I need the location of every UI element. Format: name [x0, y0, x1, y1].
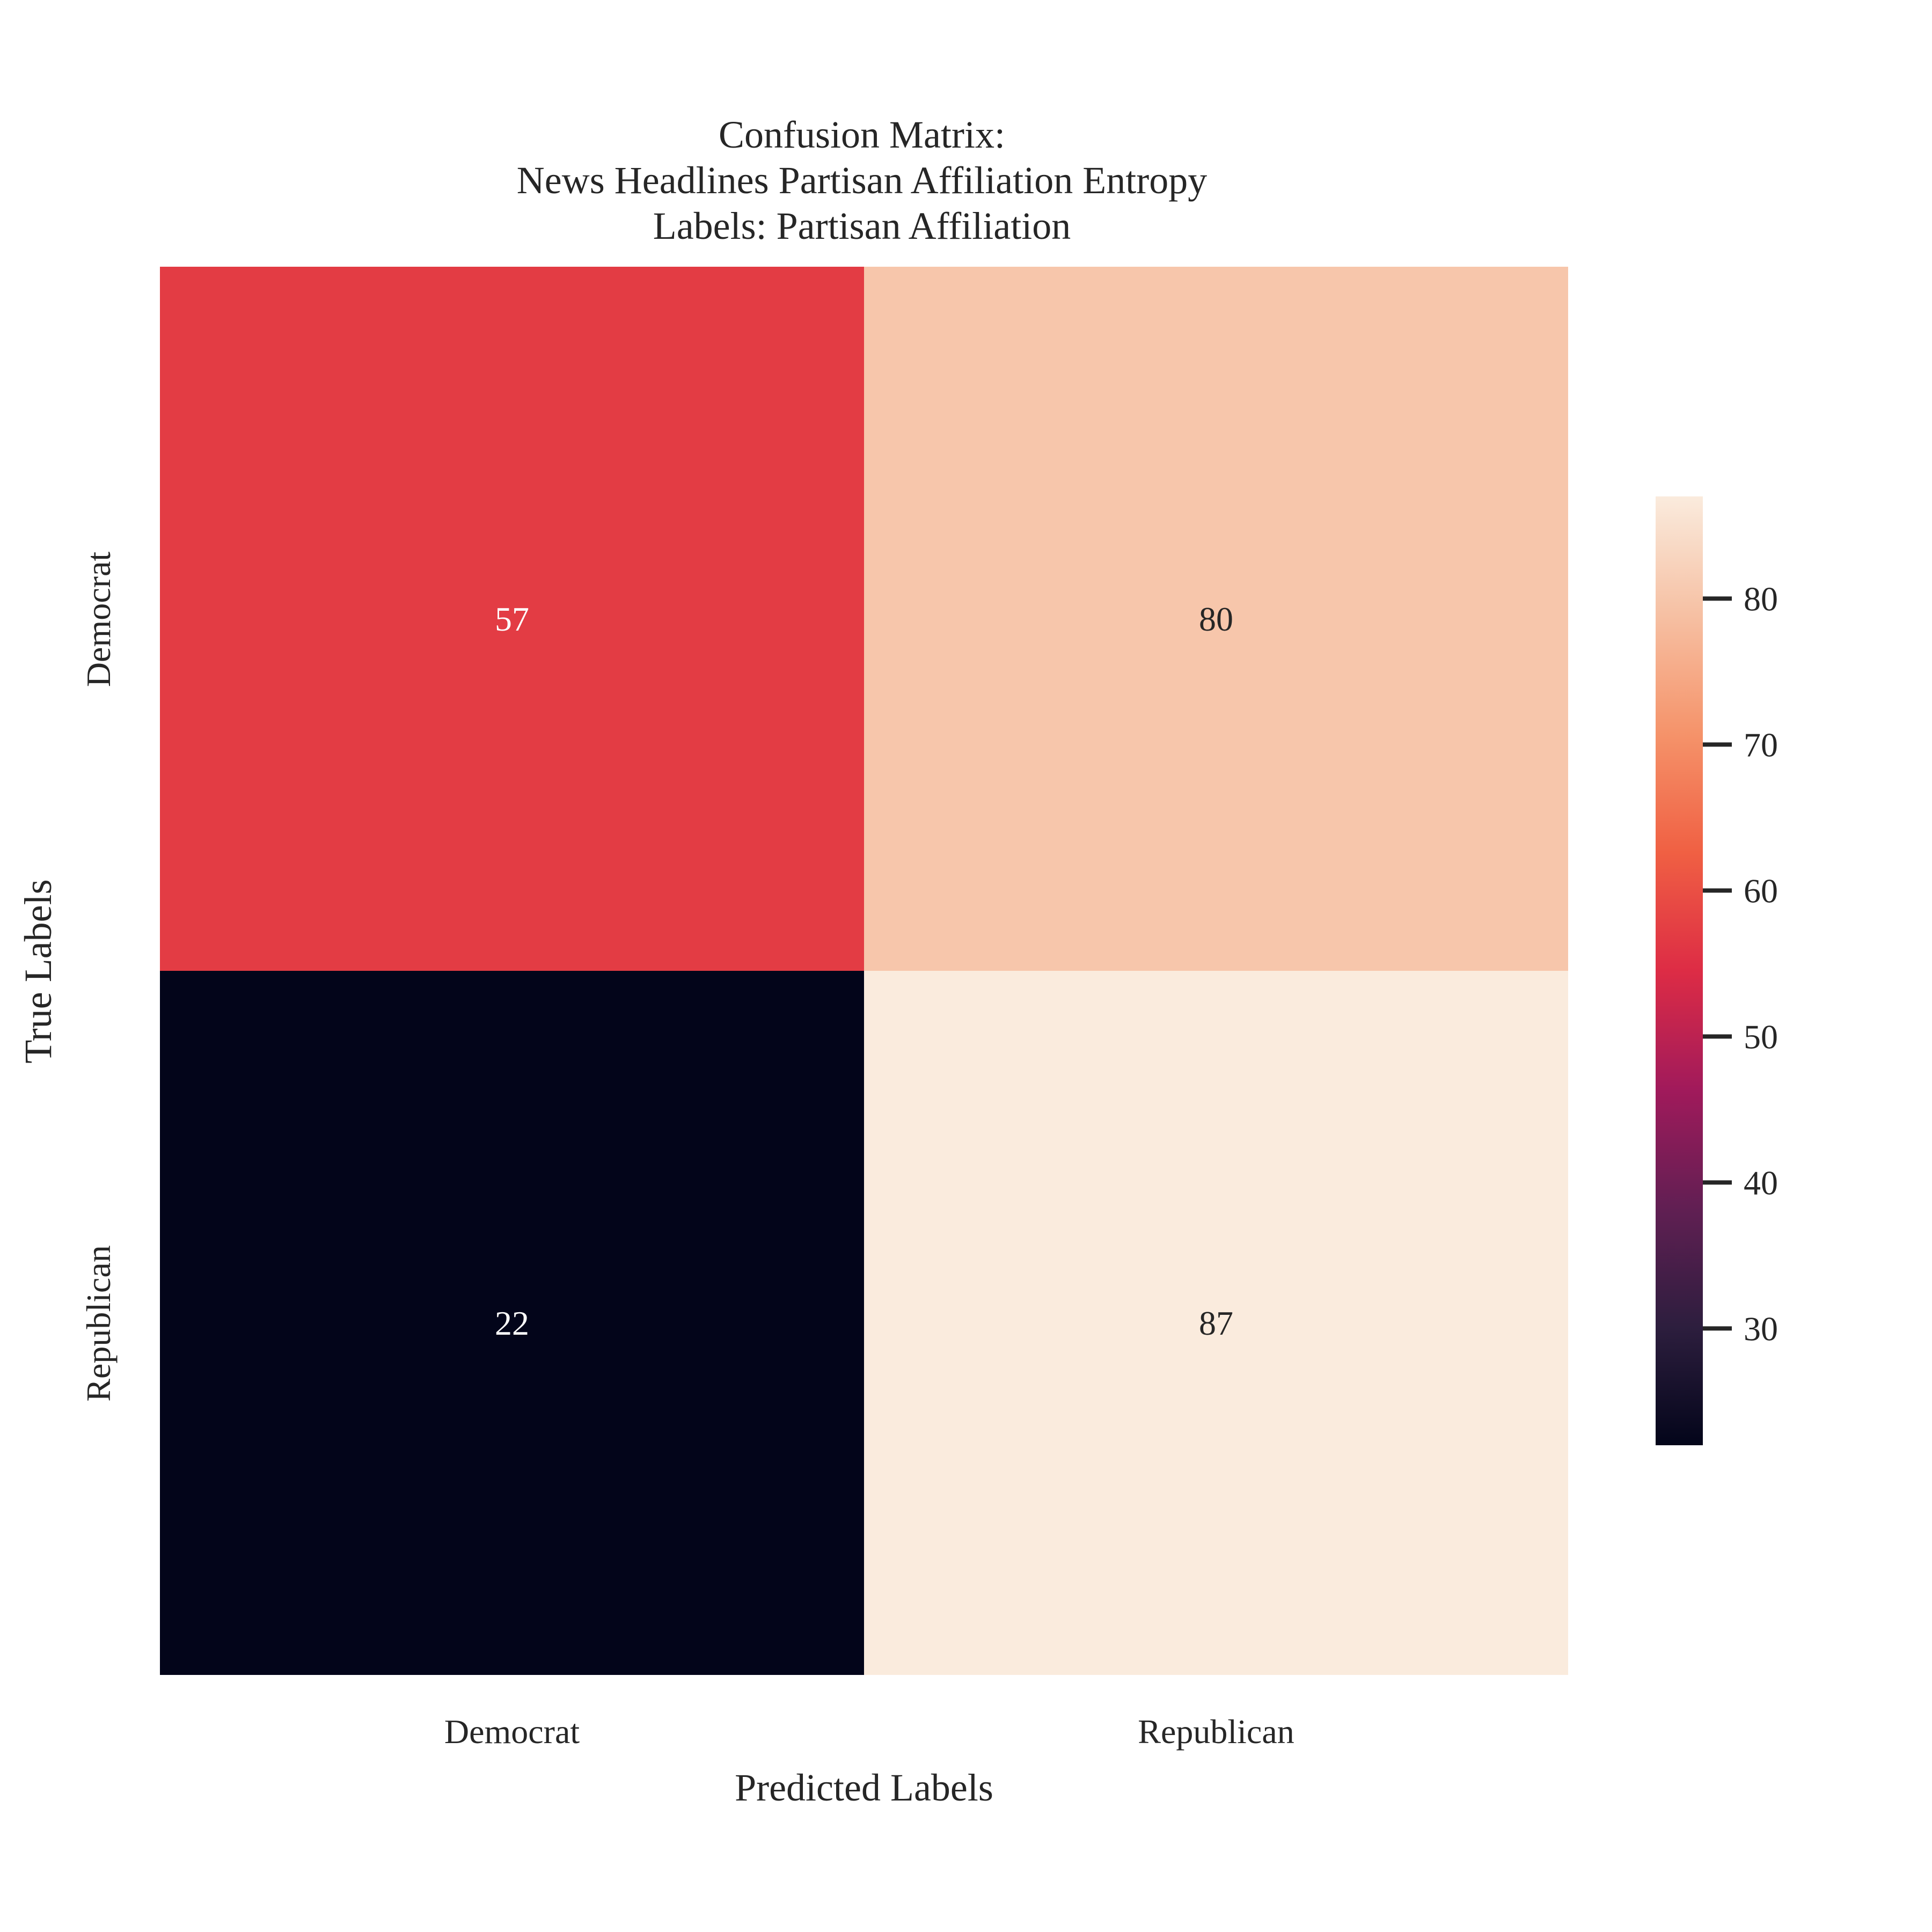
heatmap-cell-label-0-0: 57	[495, 600, 529, 638]
heatmap-cell-label-1-0: 22	[495, 1304, 529, 1342]
chart-title-line-2: News Headlines Partisan Affiliation Entr…	[517, 159, 1207, 202]
y-tick-label-democrat: Democrat	[79, 552, 118, 687]
colorbar-ticks: 30 40 50 60 70 80	[1703, 580, 1778, 1348]
x-tick-labels: Democrat Republican	[444, 1713, 1294, 1751]
colorbar-gradient-bar	[1656, 496, 1703, 1445]
y-axis-label: True Labels	[17, 879, 60, 1063]
heatmap-cell-1-0	[160, 971, 864, 1675]
colorbar-tick-label-50: 50	[1744, 1018, 1778, 1056]
y-tick-label-republican: Republican	[79, 1245, 118, 1401]
heatmap-cell-0-1	[864, 267, 1568, 971]
colorbar-tick-label-80: 80	[1744, 580, 1778, 618]
chart-title-line-3: Labels: Partisan Affiliation	[653, 204, 1071, 247]
y-tick-labels: Democrat Republican	[79, 552, 118, 1402]
heatmap-cell-label-1-1: 87	[1199, 1304, 1233, 1342]
heatmap-cell-label-0-1: 80	[1199, 600, 1233, 638]
heatmap-cell-0-0	[160, 267, 864, 971]
x-tick-label-democrat: Democrat	[444, 1713, 580, 1751]
colorbar-tick-label-30: 30	[1744, 1309, 1778, 1348]
heatmap-cell-1-1	[864, 971, 1568, 1675]
colorbar: 30 40 50 60 70 80	[1656, 496, 1778, 1445]
heatmap-cells: 57 80 22 87	[160, 267, 1568, 1675]
chart-title-line-1: Confusion Matrix:	[719, 113, 1005, 156]
x-axis-label: Predicted Labels	[735, 1766, 993, 1809]
colorbar-tick-label-70: 70	[1744, 726, 1778, 764]
colorbar-tick-label-40: 40	[1744, 1163, 1778, 1202]
x-tick-label-republican: Republican	[1138, 1713, 1294, 1751]
colorbar-tick-label-60: 60	[1744, 872, 1778, 910]
chart-title: Confusion Matrix: News Headlines Partisa…	[517, 113, 1207, 247]
